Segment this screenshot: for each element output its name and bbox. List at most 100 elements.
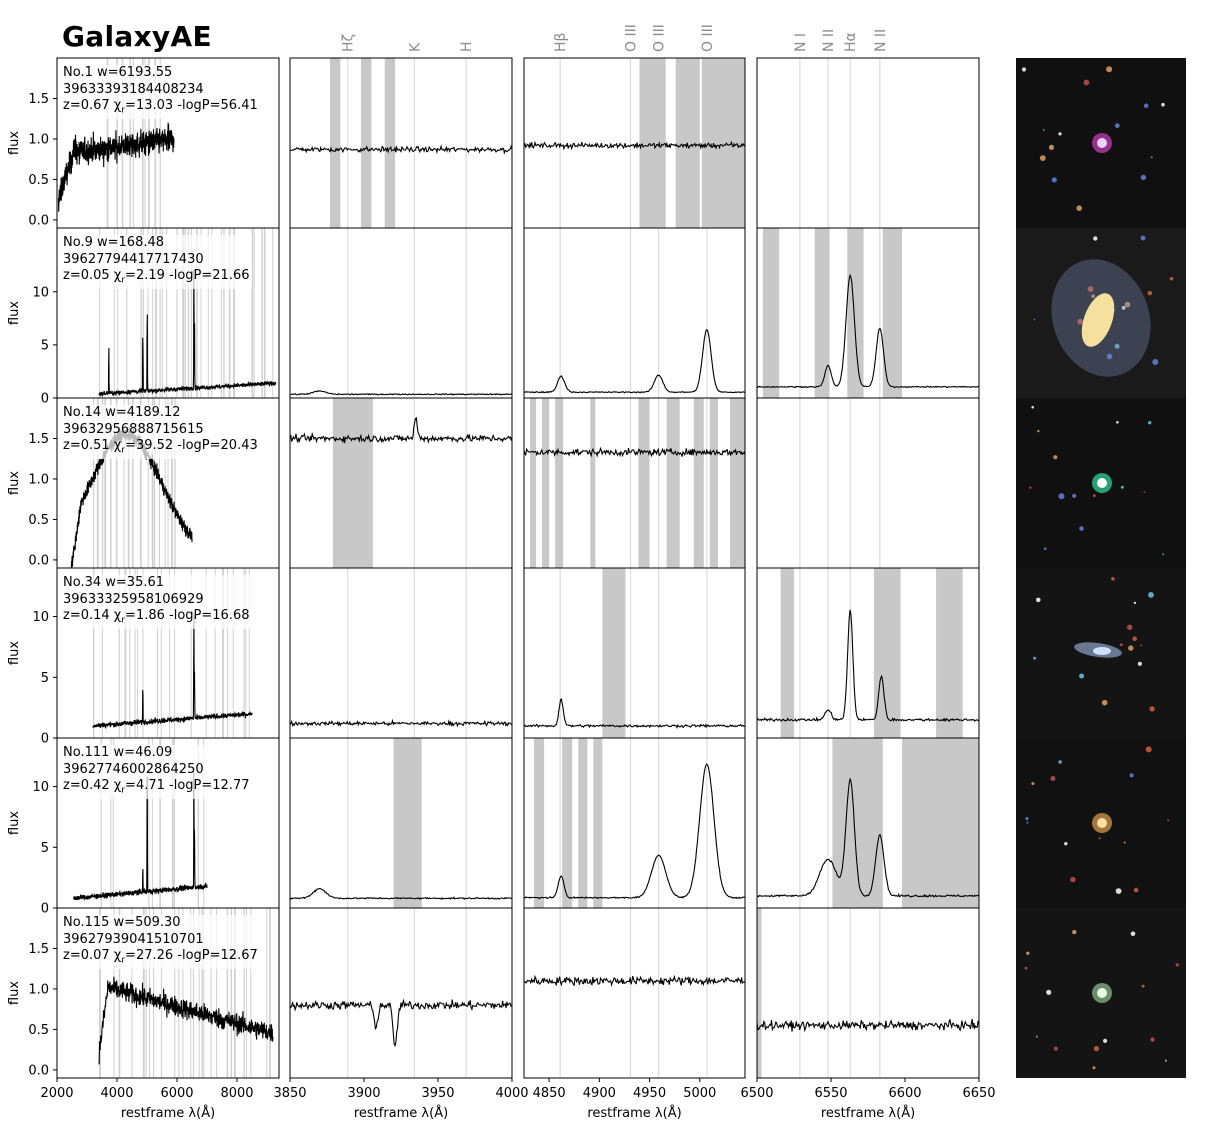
mask-band (393, 738, 422, 908)
mask-band (266, 908, 268, 1078)
mask-band (205, 568, 207, 738)
zoom-spectrum-line (523, 446, 746, 458)
mask-band (115, 398, 118, 568)
mask-band (190, 908, 192, 1078)
x-tick-label: 4950 (633, 1086, 666, 1101)
mask-band (156, 568, 159, 738)
panel-frame (523, 227, 746, 399)
y-tick-label: 1.0 (28, 132, 49, 147)
mask-band (102, 398, 104, 568)
y-tick-label: 5 (41, 841, 49, 856)
full-spectrum-line (73, 771, 208, 901)
mask-band (264, 228, 266, 398)
mask-band (164, 398, 166, 568)
x-axis-label: restframe λ(Å) (354, 1105, 448, 1121)
y-tick-label: 0.5 (28, 1023, 49, 1038)
mask-band (139, 398, 142, 568)
mask-band (182, 908, 184, 1078)
mask-band (113, 228, 115, 398)
z-value: 0.05 (80, 268, 110, 283)
mask-band (101, 568, 103, 738)
z-value: 0.42 (80, 778, 110, 793)
mask-band (210, 908, 212, 1078)
w-prefix: w= (109, 915, 136, 930)
zoom-spectrum-line (289, 998, 513, 1048)
galaxy-thumbnail (1016, 58, 1186, 228)
galaxy-thumbnail (1016, 228, 1186, 398)
mask-band (96, 398, 99, 568)
zoom-spectrum-line (523, 328, 746, 394)
mask-band (152, 228, 154, 398)
mask-band (384, 58, 396, 228)
info-line-id: No.14 w=4189.12 (63, 405, 258, 422)
mask-band (250, 908, 252, 1078)
zoom-spectrum-line (523, 698, 746, 729)
mask-band (167, 398, 169, 568)
fit-stats: z=0.67 χr=13.03 -logP=56.41 (63, 98, 258, 116)
mask-band (192, 908, 194, 1078)
y-tick-label: 5 (41, 671, 49, 686)
mask-band (211, 228, 213, 398)
mask-band (638, 398, 650, 568)
mask-band (530, 398, 537, 568)
mask-band (129, 568, 131, 738)
mask-band (99, 908, 101, 1078)
x-axis-label: restframe λ(Å) (121, 1105, 215, 1121)
full-spectrum-line (98, 976, 274, 1065)
mask-band (142, 228, 144, 398)
mask-band (709, 398, 718, 568)
info-box: No.9 w=168.48 39627794417717430 z=0.05 χr=… (60, 235, 253, 290)
mask-band (93, 398, 95, 568)
mask-band (147, 228, 149, 398)
full-spectrum-line (98, 270, 277, 397)
target-id: 39633393184408234 (63, 81, 204, 97)
fit-stats: z=0.14 χr=1.86 -logP=16.68 (63, 608, 250, 626)
mask-band (223, 228, 225, 398)
info-line-id: No.34 w=35.61 (63, 575, 249, 592)
panel-frame (289, 567, 513, 739)
y-tick-label: 1.5 (28, 432, 49, 447)
weight-value: 46.09 (135, 745, 173, 760)
weight-value: 168.48 (118, 235, 165, 250)
y-tick-label: 5 (41, 338, 49, 353)
target-id: 39627939041510701 (63, 931, 204, 947)
mask-band (243, 908, 245, 1078)
full-spectrum-line (57, 122, 175, 212)
zoom-spectrum-line (756, 1018, 980, 1033)
zoom-spectrum-line (289, 416, 513, 444)
logp-value: 20.43 (220, 438, 258, 453)
mask-band (578, 738, 588, 908)
zoom-spectrum-line (756, 777, 980, 898)
mask-band (151, 398, 154, 568)
mask-band (232, 568, 234, 738)
weight-value: 35.61 (126, 575, 165, 590)
mask-band (132, 398, 134, 568)
zoom-spectrum-line (289, 718, 513, 728)
panel-frame (523, 907, 746, 1079)
mask-band (226, 568, 228, 738)
mask-band (170, 398, 173, 568)
mask-band (936, 568, 963, 738)
mask-band (178, 908, 180, 1078)
chi-value: 39.52 (135, 438, 174, 453)
mask-band (171, 738, 174, 908)
mask-band (602, 568, 626, 738)
thumbnail-image (1033, 577, 1155, 712)
mask-band (666, 398, 680, 568)
mask-band (140, 228, 142, 398)
panel-frame (289, 57, 513, 229)
mask-band (166, 228, 168, 398)
logp-value: 16.68 (212, 608, 250, 623)
mask-band (99, 228, 100, 398)
mask-band (104, 398, 107, 568)
line-label: N II (821, 29, 837, 52)
mask-band (272, 228, 274, 398)
x-tick-label: 6600 (888, 1086, 921, 1101)
y-tick-label: 0.0 (28, 553, 49, 568)
figure-title: GalaxyAE (62, 20, 212, 53)
info-line-id: No.9 w=168.48 (63, 235, 249, 252)
target-id: 39633325958106929 (63, 591, 204, 607)
y-tick-label: 10 (32, 285, 49, 300)
mask-band (269, 908, 271, 1078)
mask-band (228, 228, 231, 398)
